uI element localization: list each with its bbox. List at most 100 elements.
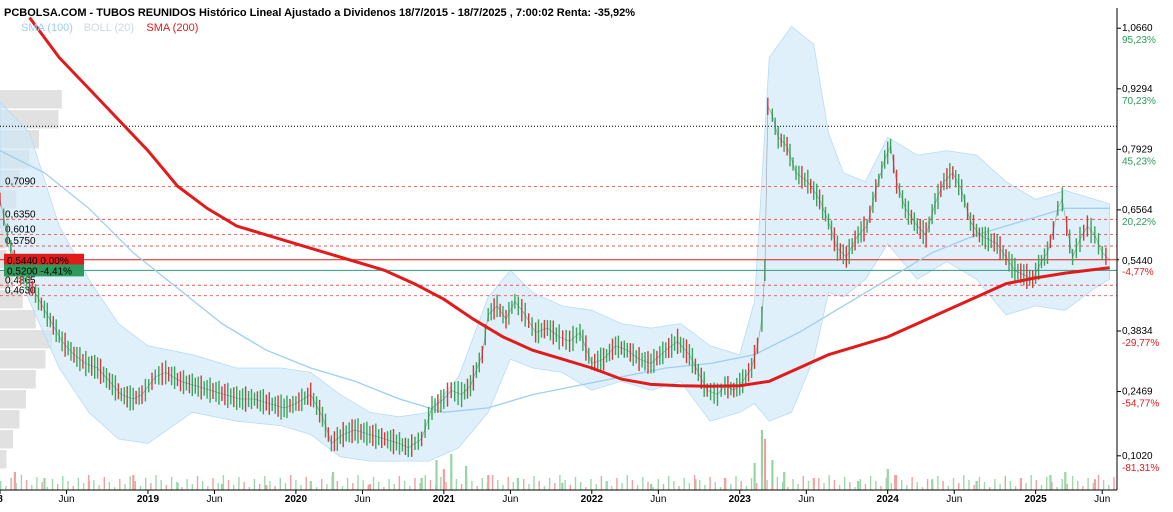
x-tick-label: 2019 bbox=[137, 494, 160, 505]
volume-bar-minor bbox=[776, 477, 779, 490]
chart-title: PCBOLSA.COM - TUBOS REUNIDOS Histórico L… bbox=[4, 7, 635, 19]
volume-bar-minor bbox=[295, 480, 297, 490]
legend-item: SMA (100) bbox=[21, 22, 73, 34]
volume-bar-minor bbox=[875, 481, 877, 490]
volume-bar bbox=[450, 454, 453, 490]
y-tick-label: 1,0660 bbox=[1122, 23, 1153, 34]
volume-bar-minor bbox=[709, 477, 711, 490]
volume-bar-minor bbox=[1009, 481, 1012, 490]
volume-bar-minor bbox=[735, 476, 737, 490]
y-tick-percent: -4,77% bbox=[1122, 267, 1154, 278]
volume-bar-minor bbox=[15, 483, 17, 490]
volume-bar-minor bbox=[331, 476, 333, 490]
volume-bar-minor bbox=[724, 479, 727, 490]
volume-bar-minor bbox=[486, 483, 489, 490]
volume-bar-minor bbox=[745, 486, 748, 490]
volume-bar bbox=[1064, 472, 1067, 490]
volume-bar-minor bbox=[859, 479, 861, 490]
volume-bar-minor bbox=[605, 481, 608, 490]
volume-bar-minor bbox=[1004, 476, 1006, 490]
volume-bar-minor bbox=[497, 480, 499, 490]
volume-bar-minor bbox=[191, 484, 193, 490]
volume-bar-minor bbox=[88, 475, 90, 490]
volume-bar bbox=[265, 485, 268, 490]
price-markers: 0,5440 0,00%0,5200 -4,41% bbox=[4, 253, 84, 277]
volume-bar-minor bbox=[538, 481, 540, 490]
x-tick-label: Jun bbox=[354, 494, 370, 505]
volume-profile-bar bbox=[0, 350, 46, 369]
volume-bar-minor bbox=[409, 486, 411, 490]
volume-bar-minor bbox=[921, 487, 924, 490]
volume-bar-minor bbox=[802, 476, 804, 490]
volume-bar-minor bbox=[403, 481, 406, 490]
volume-bar-minor bbox=[217, 483, 219, 490]
volume-bar-minor bbox=[134, 481, 136, 490]
volume-bar-minor bbox=[207, 486, 209, 490]
volume-bar-minor bbox=[0, 481, 2, 490]
last-price-tag-bg bbox=[1119, 252, 1167, 267]
volume-bar-minor bbox=[46, 487, 48, 490]
volume-bar bbox=[435, 460, 438, 490]
volume-bar-minor bbox=[455, 479, 458, 490]
volume-bar-minor bbox=[25, 480, 28, 490]
volume-bar-minor bbox=[807, 481, 810, 490]
volume-bar-minor bbox=[445, 482, 447, 490]
y-tick-percent: -29,77% bbox=[1122, 338, 1159, 349]
volume-bar-minor bbox=[849, 482, 851, 490]
volume-bar-minor bbox=[98, 485, 100, 490]
volume-bar-minor bbox=[77, 478, 80, 490]
volume-bar-minor bbox=[937, 476, 939, 490]
volume-bar-minor bbox=[165, 485, 168, 490]
volume-profile-bar bbox=[0, 450, 7, 469]
volume-bar-minor bbox=[714, 482, 716, 490]
volume-bar-minor bbox=[1082, 486, 1084, 490]
volume-profile-bar bbox=[0, 330, 52, 349]
volume-bar-minor bbox=[212, 478, 214, 490]
volume-bar-minor bbox=[460, 484, 463, 490]
volume-bar bbox=[220, 484, 224, 490]
volume-bar-minor bbox=[274, 486, 276, 490]
legend-item: BOLL (20) bbox=[84, 22, 134, 34]
price-marker-box bbox=[4, 264, 84, 277]
volume-bar-minor bbox=[502, 485, 504, 490]
volume-bar-minor bbox=[548, 478, 551, 490]
volume-bar-minor bbox=[693, 475, 696, 490]
volume-bar-minor bbox=[678, 486, 680, 490]
volume-bar-minor bbox=[393, 484, 395, 490]
volume-bar-minor bbox=[880, 486, 882, 490]
volume-bar-minor bbox=[1108, 485, 1110, 490]
volume-bar-minor bbox=[315, 487, 318, 490]
volume-bar-minor bbox=[258, 484, 261, 490]
volume-bar-minor bbox=[621, 483, 623, 490]
volume-bar-minor bbox=[1035, 480, 1037, 490]
volume-bar-minor bbox=[103, 477, 105, 490]
y-tick-label: 0,3834 bbox=[1122, 326, 1153, 337]
volume-bar-minor bbox=[901, 480, 903, 490]
volume-bar bbox=[650, 484, 653, 490]
y-tick-percent: -54,77% bbox=[1122, 399, 1159, 410]
volume-bar-minor bbox=[906, 485, 908, 490]
volume-bar-minor bbox=[119, 479, 121, 490]
volume-bar-minor bbox=[916, 482, 918, 490]
x-tick-label: 2020 bbox=[285, 494, 308, 505]
volume-bar-minor bbox=[554, 483, 556, 490]
legend-item: SMA (200) bbox=[146, 22, 198, 34]
volume-bar-minor bbox=[346, 478, 349, 490]
volume-bar-minor bbox=[1061, 479, 1063, 490]
volume-bar-minor bbox=[10, 478, 12, 490]
volume-bar-minor bbox=[994, 479, 996, 490]
volume-bar-minor bbox=[932, 484, 934, 490]
volume-bar bbox=[857, 481, 860, 490]
volume-bar-minor bbox=[227, 480, 230, 490]
volume-bar-minor bbox=[890, 483, 892, 490]
volume-bar-minor bbox=[201, 481, 204, 490]
last-price-tag: 0,5440 bbox=[1122, 256, 1153, 267]
volume-bar-minor bbox=[284, 483, 287, 490]
volume-bar bbox=[420, 478, 423, 490]
volume-bar-minor bbox=[507, 477, 509, 490]
volume-bar-minor bbox=[564, 480, 566, 490]
volume-bar-minor bbox=[968, 480, 970, 490]
volume-bar-minor bbox=[657, 479, 659, 490]
volume-bar-minor bbox=[279, 478, 281, 490]
volume-bar-minor bbox=[243, 482, 245, 490]
